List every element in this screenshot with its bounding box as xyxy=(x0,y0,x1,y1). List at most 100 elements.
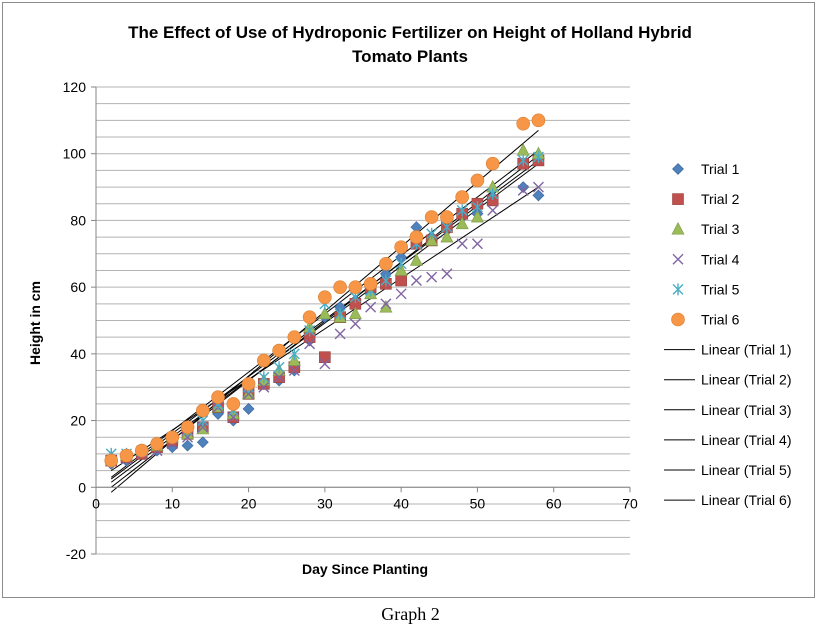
legend-marker xyxy=(671,312,685,327)
data-point xyxy=(211,390,225,405)
data-point xyxy=(517,184,529,196)
legend-marker xyxy=(672,253,684,265)
data-point xyxy=(348,306,362,320)
legend-label: Linear (Trial 2) xyxy=(701,372,792,388)
legend-label: Trial 6 xyxy=(701,312,740,328)
data-point xyxy=(334,328,346,340)
data-point xyxy=(258,371,270,384)
y-tick-label: 20 xyxy=(70,413,86,429)
data-point xyxy=(180,420,195,435)
data-point xyxy=(410,274,422,286)
legend-label: Trial 1 xyxy=(701,161,740,177)
data-point xyxy=(409,253,423,266)
data-point xyxy=(348,280,363,294)
data-point xyxy=(441,268,453,280)
x-tick-label: 30 xyxy=(317,495,333,511)
data-point xyxy=(273,371,285,383)
data-point xyxy=(257,353,271,368)
data-point xyxy=(409,230,424,244)
series-trial-4 xyxy=(105,181,544,467)
legend-label: Linear (Trial 1) xyxy=(701,342,792,358)
legend-marker xyxy=(672,163,684,175)
data-point xyxy=(395,257,407,270)
data-point xyxy=(470,209,484,223)
data-point xyxy=(517,154,529,167)
legend-label: Trial 5 xyxy=(701,281,740,297)
data-point xyxy=(516,143,530,156)
y-tick-label: 0 xyxy=(78,479,86,495)
data-point xyxy=(288,365,300,377)
data-point xyxy=(319,351,331,363)
data-point xyxy=(424,210,439,224)
series-trial-6 xyxy=(104,113,546,468)
legend-label: Linear (Trial 4) xyxy=(701,432,792,448)
legend-label: Trial 3 xyxy=(701,221,740,237)
data-point xyxy=(304,324,316,337)
x-tick-label: 0 xyxy=(92,495,100,511)
chart-title-line-2: Tomato Plants xyxy=(352,47,468,66)
data-point xyxy=(302,310,317,324)
legend-marker xyxy=(672,283,684,296)
data-point xyxy=(134,443,149,458)
figure-caption: Graph 2 xyxy=(381,604,440,624)
data-point xyxy=(181,439,194,452)
x-tick-label: 20 xyxy=(241,495,257,511)
gridlines xyxy=(96,86,630,555)
data-point xyxy=(319,358,331,370)
data-point xyxy=(379,256,393,271)
data-point xyxy=(487,204,499,216)
data-point xyxy=(287,330,302,344)
data-point xyxy=(517,181,530,193)
data-point xyxy=(380,298,392,310)
y-tick-label: 80 xyxy=(70,212,86,228)
data-point xyxy=(531,113,546,128)
legend-label: Trial 2 xyxy=(701,191,740,207)
data-point xyxy=(516,116,531,131)
legend-marker xyxy=(672,193,684,205)
legend-label: Linear (Trial 5) xyxy=(701,462,792,478)
data-point xyxy=(456,238,468,250)
data-point xyxy=(258,381,270,393)
y-tick-label: -20 xyxy=(66,546,86,562)
chart-area: -20 0 20 40 60 80 100 120 0 10 20 30 40 50 60 70 The Ef… xyxy=(2,2,815,598)
data-point xyxy=(150,437,164,451)
data-markers xyxy=(104,113,546,470)
data-point xyxy=(440,229,454,243)
data-point xyxy=(241,377,256,391)
data-point xyxy=(273,361,285,374)
data-point xyxy=(334,307,346,320)
data-point xyxy=(470,173,485,188)
legend-label: Trial 4 xyxy=(701,251,740,267)
y-tick-label: 100 xyxy=(63,146,87,162)
x-tick-label: 10 xyxy=(164,495,180,511)
data-point xyxy=(532,151,544,164)
y-tick-label: 60 xyxy=(70,279,86,295)
data-point xyxy=(165,430,180,445)
y-tick-label: 120 xyxy=(63,79,87,95)
data-point xyxy=(349,318,361,330)
x-axis-title: Day Since Planting xyxy=(302,561,428,577)
data-point xyxy=(471,238,483,250)
axes: -20 0 20 40 60 80 100 120 0 10 20 30 40 50 60 70 xyxy=(63,79,638,562)
data-point xyxy=(333,280,347,294)
x-tick-label: 50 xyxy=(470,495,486,511)
data-point xyxy=(395,274,407,287)
data-point xyxy=(455,216,469,230)
data-point xyxy=(196,403,210,418)
y-axis-title: Height in cm xyxy=(27,281,43,365)
data-point xyxy=(363,277,378,291)
y-tick-label: 40 xyxy=(70,346,86,362)
data-point xyxy=(272,343,286,358)
legend-marker xyxy=(671,222,685,235)
legend-label: Linear (Trial 3) xyxy=(701,402,792,418)
x-tick-label: 70 xyxy=(622,495,638,511)
x-tick-label: 40 xyxy=(393,495,409,511)
legend: Trial 1 Trial 2 Trial 3 Trial 4 Trial 5 Trial… xyxy=(664,161,792,508)
chart-title-line-1: The Effect of Use of Hydroponic Fertiliz… xyxy=(128,23,692,42)
data-point xyxy=(440,210,454,224)
data-point xyxy=(487,187,499,200)
data-point xyxy=(485,156,500,171)
data-point xyxy=(242,402,255,415)
data-point xyxy=(365,301,377,313)
data-point xyxy=(394,240,408,254)
